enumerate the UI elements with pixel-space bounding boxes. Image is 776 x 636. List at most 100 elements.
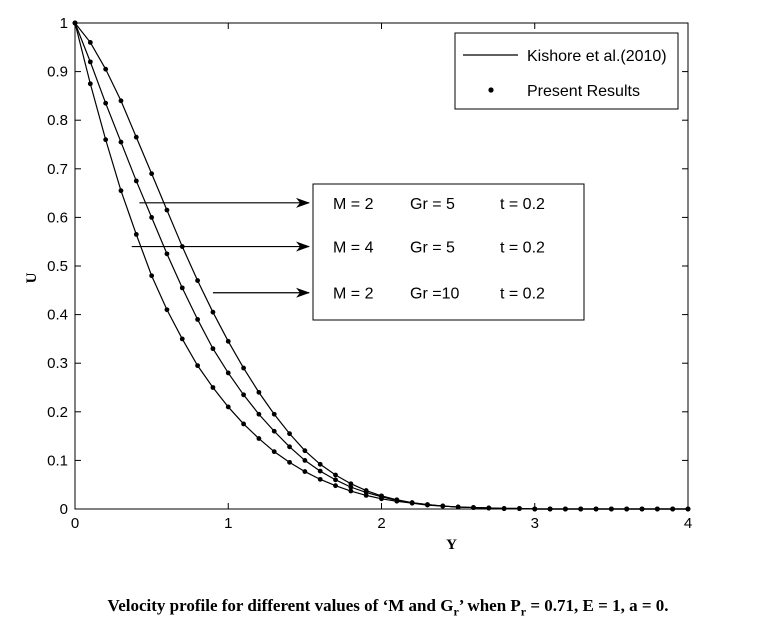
series-point-3 [486, 505, 492, 511]
series-point-1 [210, 309, 216, 315]
series-point-3 [133, 232, 139, 237]
series-point-2 [164, 251, 170, 257]
annotation-t: t = 0.2 [500, 286, 545, 303]
series-point-1 [271, 411, 277, 417]
series-point-3 [363, 492, 369, 498]
series-point-2 [333, 477, 338, 483]
legend-dot-icon [488, 87, 494, 93]
series-point-3 [87, 81, 93, 87]
series-point-3 [348, 488, 354, 494]
legend-box [454, 32, 679, 110]
series-point-1 [256, 389, 262, 395]
series-point-2 [118, 139, 124, 145]
series-point-3 [654, 506, 660, 512]
series-point-3 [317, 476, 323, 482]
annotation-gr: Gr = 5 [410, 240, 455, 257]
series-point-2 [271, 428, 277, 434]
series-point-3 [455, 504, 461, 510]
series-point-2 [133, 178, 139, 184]
y-tick-label: 0.8 [47, 112, 68, 129]
x-axis-label: Y [446, 537, 457, 553]
series-point-3 [547, 506, 553, 512]
y-tick-label: 0.5 [47, 258, 68, 275]
y-tick-label: 1 [60, 15, 68, 32]
series-point-3 [639, 506, 645, 512]
series-point-3 [287, 459, 292, 465]
series-point-3 [149, 273, 155, 279]
series-point-1 [149, 171, 155, 177]
series-point-1 [164, 207, 170, 213]
x-tick-label: 0 [71, 515, 79, 532]
series-point-1 [87, 40, 93, 45]
y-tick-label: 0.4 [47, 307, 68, 324]
series-point-2 [149, 215, 155, 220]
series-point-1 [333, 472, 338, 478]
series-point-3 [271, 449, 277, 455]
series-point-3 [118, 188, 124, 194]
caption-suffix: = 0.71, E = 1, a = 0. [526, 596, 669, 615]
y-tick-label: 0.3 [47, 355, 68, 372]
series-point-3 [379, 496, 384, 502]
x-tick-label: 3 [531, 515, 539, 532]
y-tick-label: 0.2 [47, 404, 68, 421]
y-tick-label: 0.7 [47, 161, 68, 178]
x-tick-label: 1 [224, 515, 232, 532]
series-point-2 [195, 317, 201, 322]
series-point-3 [394, 498, 400, 504]
series-point-2 [103, 100, 109, 106]
series-point-1 [241, 365, 246, 371]
series-point-3 [103, 137, 109, 143]
series-point-2 [87, 59, 93, 65]
series-point-3 [563, 506, 568, 512]
y-tick-label: 0.1 [47, 452, 68, 469]
caption-middle: ’ when P [458, 596, 521, 615]
legend-label: Kishore et al.(2010) [527, 48, 667, 65]
series-point-1 [302, 448, 308, 454]
series-point-3 [624, 506, 630, 512]
series-point-2 [256, 411, 262, 417]
series-point-1 [348, 481, 354, 487]
series-point-3 [593, 506, 599, 512]
series-point-3 [670, 506, 676, 512]
caption-prefix: Velocity profile for different values of… [107, 596, 454, 615]
series-point-3 [256, 436, 262, 441]
series-point-3 [685, 506, 691, 512]
caption-subscript-gr: r [453, 604, 459, 619]
series-point-3 [302, 469, 308, 474]
x-tick-label: 2 [377, 515, 385, 532]
annotation-gr: Gr = 5 [410, 196, 455, 213]
series-point-3 [440, 503, 446, 509]
series-point-3 [532, 506, 538, 512]
y-axis-label: U [24, 272, 40, 283]
y-tick-label: 0.6 [47, 209, 68, 226]
annotation-t: t = 0.2 [500, 240, 545, 257]
y-tick-label: 0.9 [47, 64, 68, 81]
series-point-2 [210, 346, 216, 352]
series-point-2 [241, 392, 246, 398]
series-point-1 [133, 134, 139, 140]
series-point-3 [164, 307, 170, 313]
series-point-3 [195, 363, 201, 369]
series-point-2 [348, 484, 354, 490]
series-point-1 [103, 66, 109, 72]
series-point-3 [210, 385, 216, 390]
series-point-2 [287, 444, 292, 450]
series-point-2 [179, 285, 185, 291]
series-point-2 [317, 468, 323, 474]
x-tick-label: 4 [684, 515, 692, 532]
series-point-3 [425, 502, 430, 508]
velocity-profile-chart: 0 1 2 3 4 0 0.1 0.2 0.3 0.4 0.5 0.6 0.7 0.8 0.9 1 Y U M = … [24, 15, 692, 553]
series-point-2 [225, 370, 231, 376]
series-point-3 [241, 421, 246, 427]
plot-layer: 0 1 2 3 4 0 0.1 0.2 0.3 0.4 0.5 0.6 0.7 0.8 0.9 1 Y U M = … [24, 15, 692, 553]
series-point-3 [608, 506, 614, 512]
series-point-3 [333, 483, 338, 489]
series-point-3 [225, 404, 231, 410]
series-point-3 [72, 20, 78, 26]
series-point-3 [179, 336, 185, 342]
series-point-3 [471, 505, 476, 510]
annotation-t: t = 0.2 [500, 196, 545, 213]
annotation-m: M = 2 [333, 196, 374, 213]
annotation-m: M = 2 [333, 286, 374, 303]
legend-label: Present Results [527, 83, 640, 100]
